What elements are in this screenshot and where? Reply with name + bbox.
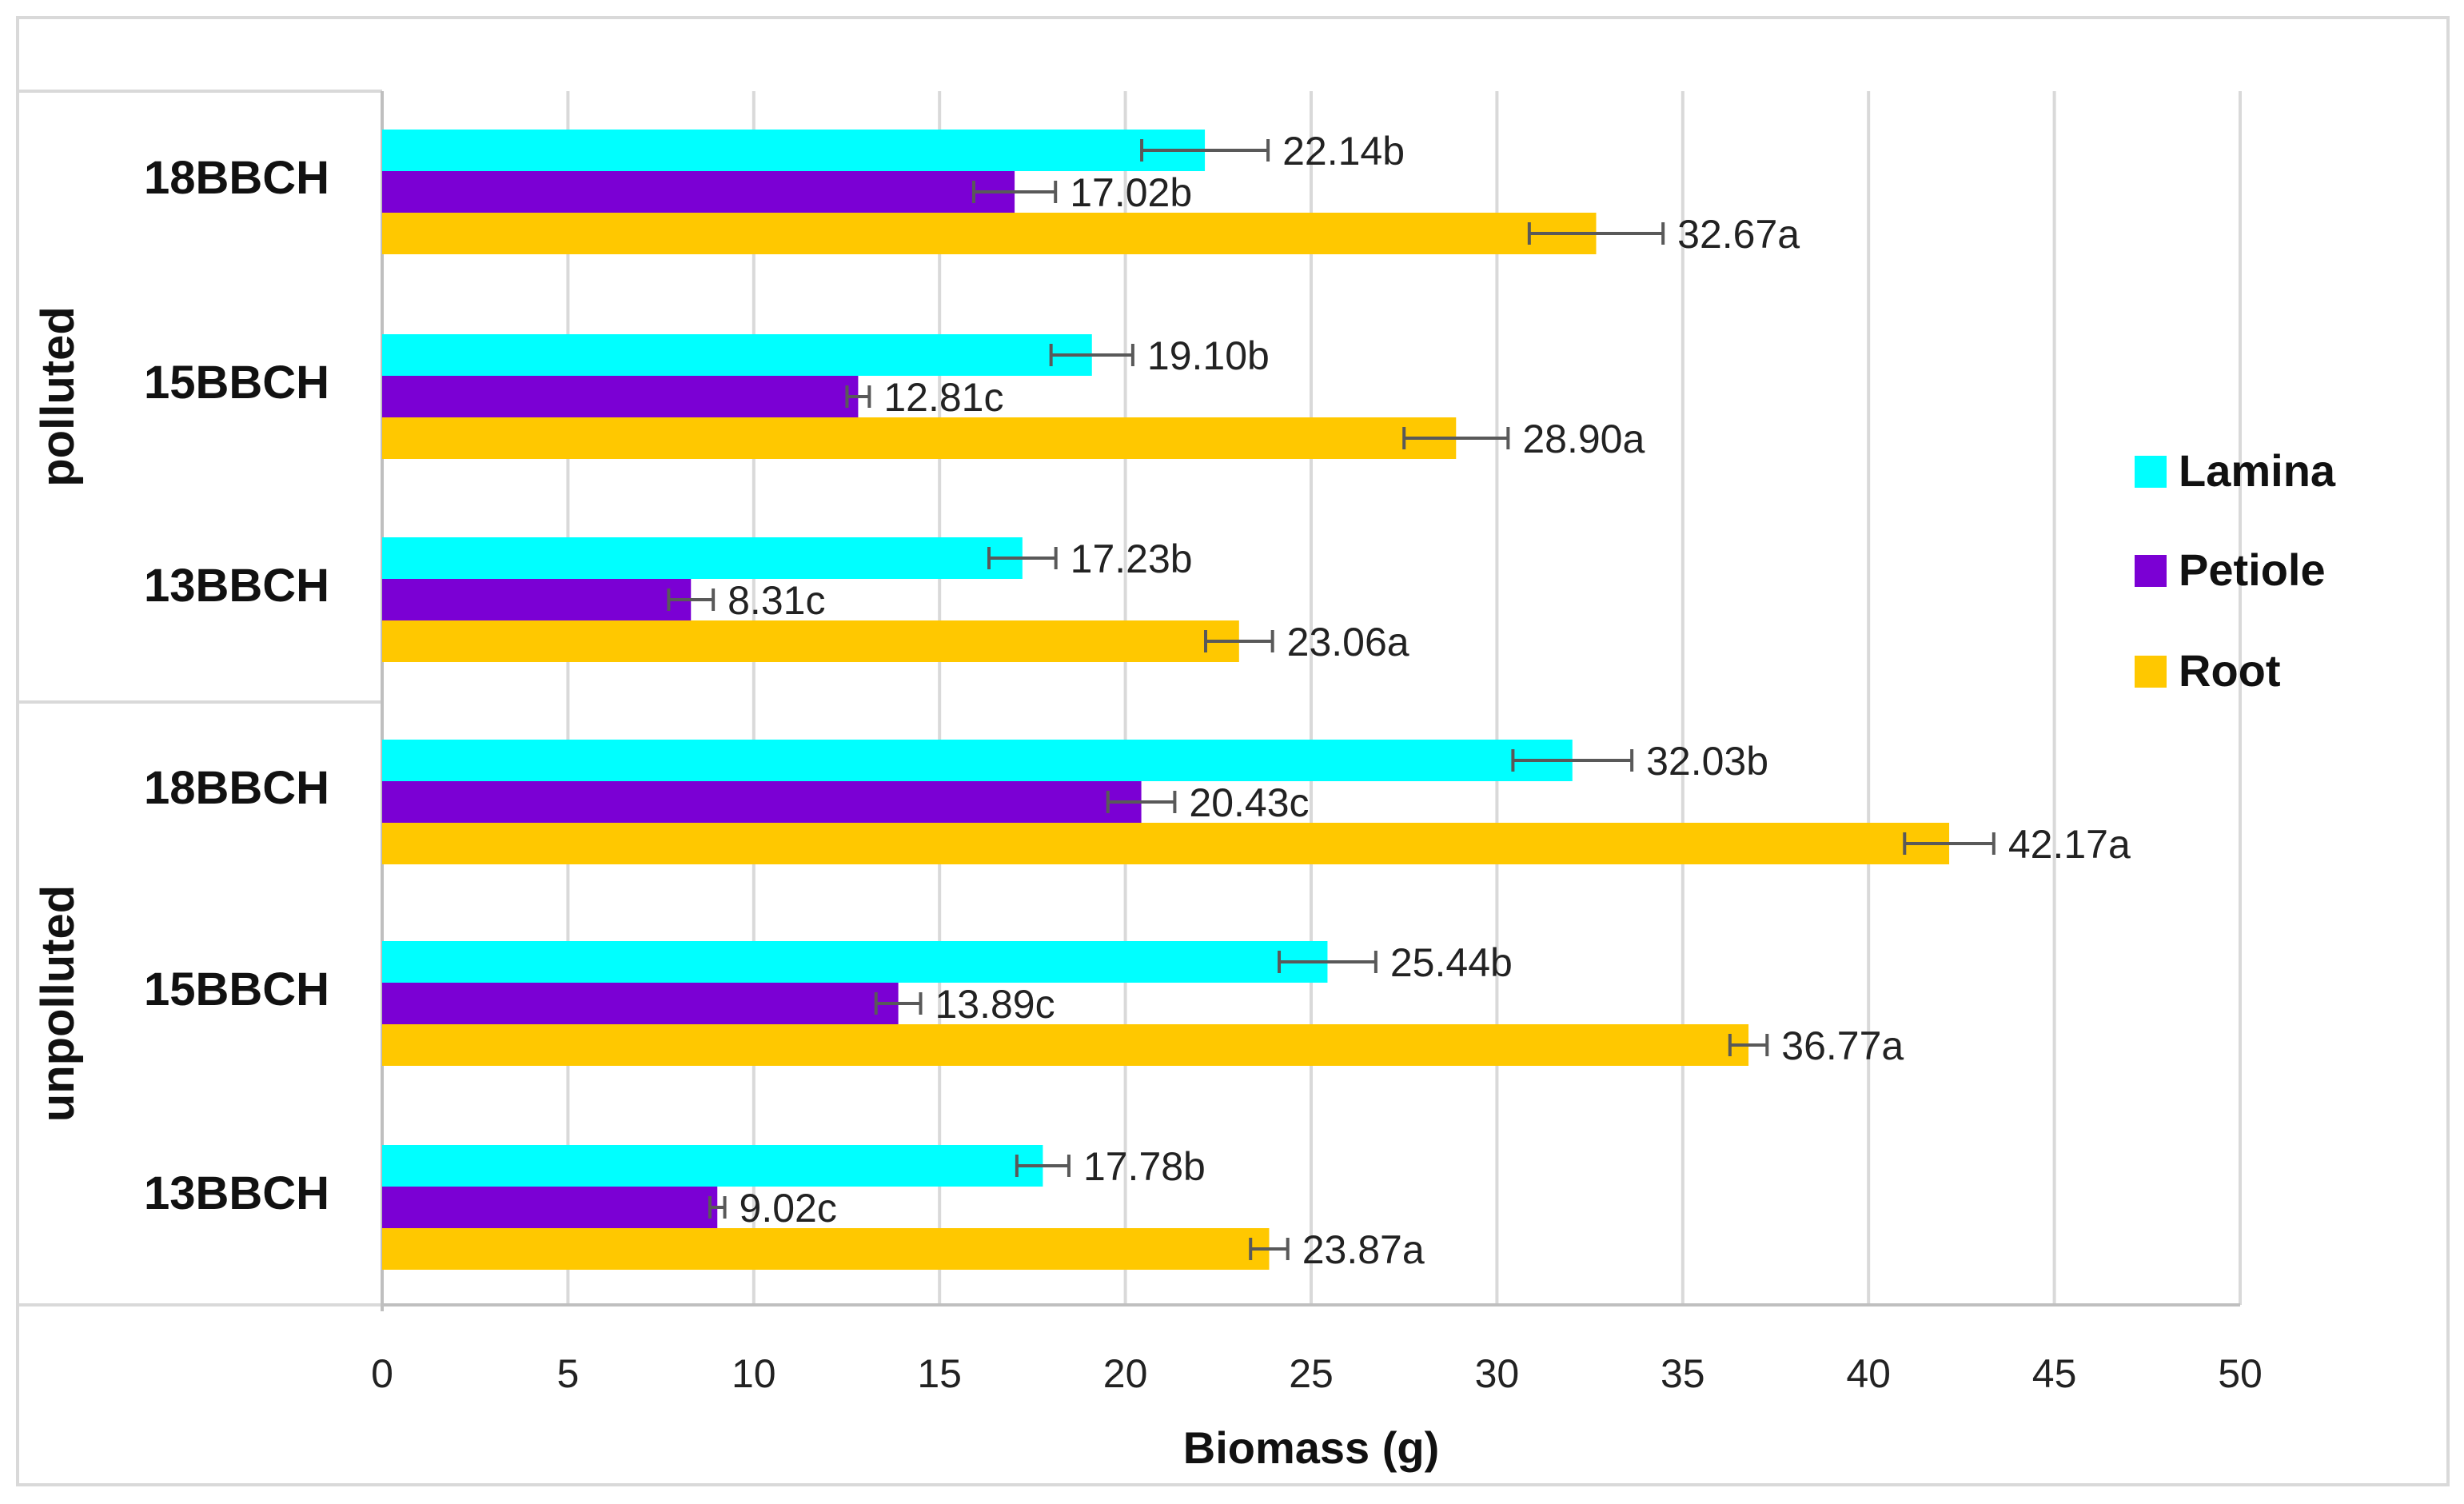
bar-petiole bbox=[382, 376, 859, 417]
data-label: 19.10b bbox=[1147, 333, 1270, 378]
x-tick-label: 0 bbox=[371, 1351, 393, 1396]
x-tick-label: 50 bbox=[2218, 1351, 2263, 1396]
legend-label-petiole: Petiole bbox=[2179, 545, 2326, 595]
x-tick-label: 15 bbox=[917, 1351, 962, 1396]
bar-lamina bbox=[382, 941, 1328, 983]
legend-swatch-root bbox=[2135, 656, 2167, 688]
x-tick-label: 5 bbox=[556, 1351, 579, 1396]
x-tick-label: 35 bbox=[1661, 1351, 1705, 1396]
x-tick-label: 20 bbox=[1103, 1351, 1148, 1396]
category-label: 13BBCH bbox=[144, 560, 329, 612]
data-label: 17.78b bbox=[1083, 1144, 1206, 1189]
bar-petiole bbox=[382, 579, 692, 620]
x-tick-label: 40 bbox=[1846, 1351, 1891, 1396]
data-label: 17.23b bbox=[1071, 537, 1193, 581]
data-label: 28.90a bbox=[1522, 417, 1645, 461]
data-label: 32.03b bbox=[1646, 739, 1768, 784]
bar-root bbox=[382, 417, 1457, 459]
category-label: 18BBCH bbox=[144, 152, 329, 204]
legend-swatch-petiole bbox=[2135, 555, 2167, 587]
x-axis-title: Biomass (g) bbox=[1183, 1422, 1440, 1473]
bar-root bbox=[382, 823, 1950, 864]
legend-swatch-lamina bbox=[2135, 456, 2167, 488]
legend-label-root: Root bbox=[2179, 645, 2281, 696]
bar-root bbox=[382, 213, 1597, 254]
bar-lamina bbox=[382, 740, 1573, 781]
group-label: polluted bbox=[32, 306, 84, 487]
data-label: 17.02b bbox=[1070, 170, 1192, 215]
bar-lamina bbox=[382, 334, 1092, 376]
data-label: 13.89c bbox=[935, 982, 1055, 1027]
group-label: unpolluted bbox=[32, 885, 84, 1122]
data-label: 36.77a bbox=[1781, 1023, 1904, 1068]
x-tick-label: 10 bbox=[732, 1351, 776, 1396]
data-label: 9.02c bbox=[740, 1186, 837, 1231]
chart-frame bbox=[16, 16, 2450, 1486]
data-label: 23.87a bbox=[1302, 1227, 1425, 1272]
data-label: 12.81c bbox=[883, 375, 1003, 420]
category-label: 13BBCH bbox=[144, 1167, 329, 1219]
bar-petiole bbox=[382, 781, 1142, 823]
bar-petiole bbox=[382, 171, 1015, 213]
data-label: 32.67a bbox=[1677, 212, 1800, 257]
category-label: 15BBCH bbox=[144, 357, 329, 409]
category-label: 18BBCH bbox=[144, 762, 329, 814]
data-label: 8.31c bbox=[728, 578, 825, 623]
bar-root bbox=[382, 1024, 1749, 1066]
bar-petiole bbox=[382, 983, 899, 1024]
bar-lamina bbox=[382, 130, 1206, 171]
legend-label-lamina: Lamina bbox=[2179, 445, 2336, 496]
x-tick-label: 30 bbox=[1475, 1351, 1520, 1396]
data-label: 22.14b bbox=[1282, 129, 1405, 174]
bar-lamina bbox=[382, 1145, 1043, 1187]
bar-lamina bbox=[382, 537, 1023, 579]
category-label: 15BBCH bbox=[144, 963, 329, 1015]
data-label: 20.43c bbox=[1189, 780, 1309, 825]
x-tick-label: 25 bbox=[1289, 1351, 1334, 1396]
data-label: 25.44b bbox=[1390, 940, 1513, 985]
x-tick-label: 45 bbox=[2032, 1351, 2077, 1396]
data-label: 23.06a bbox=[1287, 620, 1409, 664]
data-label: 42.17a bbox=[2008, 822, 2131, 867]
bar-petiole bbox=[382, 1187, 718, 1228]
bar-root bbox=[382, 1228, 1270, 1270]
bar-root bbox=[382, 620, 1239, 662]
